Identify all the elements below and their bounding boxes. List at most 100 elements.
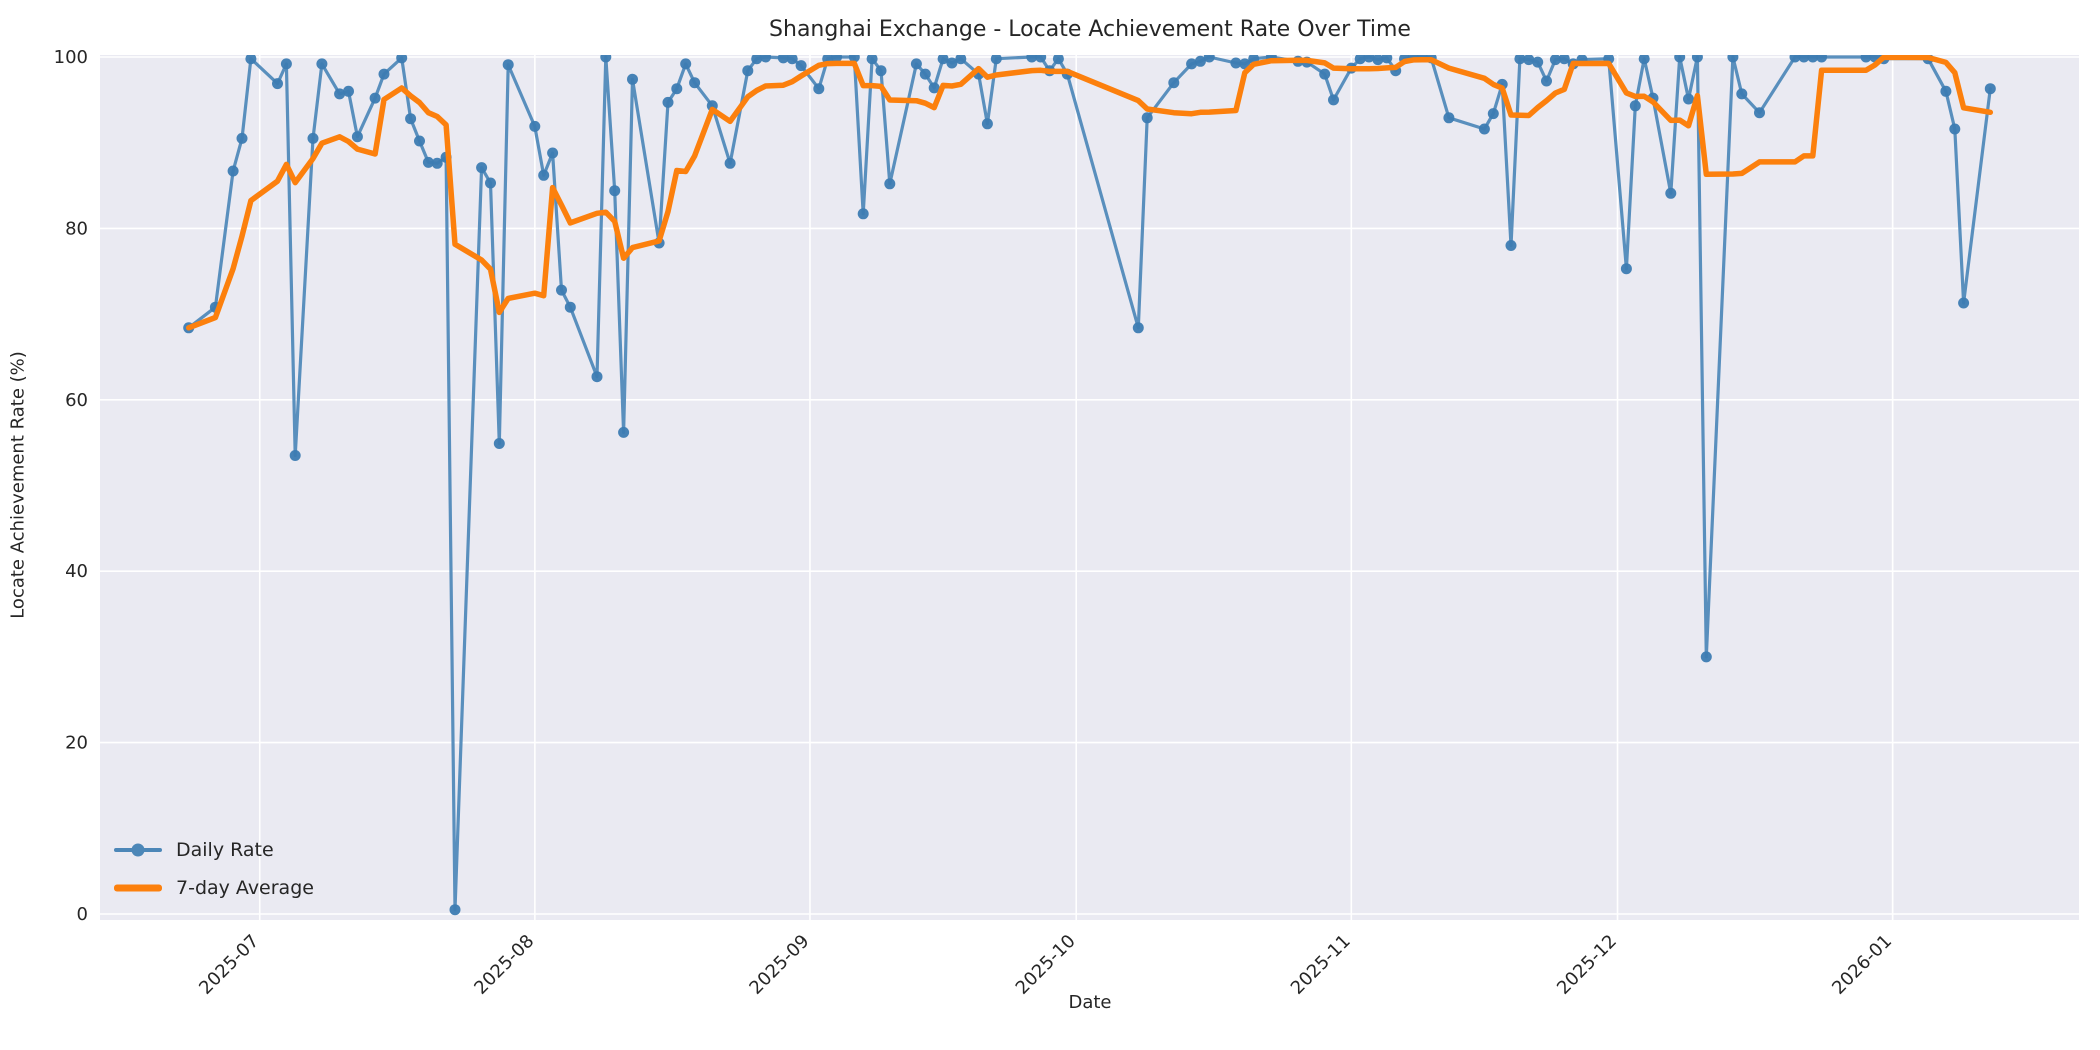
daily-rate-marker xyxy=(955,55,967,65)
daily-rate-marker xyxy=(378,68,390,80)
daily-rate-marker xyxy=(689,77,701,89)
daily-rate-marker xyxy=(724,157,736,169)
legend-label-7-day-average: 7-day Average xyxy=(176,877,314,899)
daily-rate-marker xyxy=(316,58,328,70)
daily-rate-marker xyxy=(875,65,887,77)
daily-rate-marker xyxy=(1203,55,1215,63)
daily-rate-marker xyxy=(1168,77,1180,89)
daily-rate-marker xyxy=(414,135,425,147)
y-tick-label: 0 xyxy=(77,904,88,925)
daily-rate-marker xyxy=(1549,55,1561,66)
x-tick-label: 2026-01 xyxy=(1828,931,1896,999)
x-tick-label: 2025-08 xyxy=(470,931,538,999)
daily-rate-marker xyxy=(928,82,940,94)
daily-rate-marker xyxy=(449,904,461,916)
daily-rate-marker xyxy=(334,88,346,100)
daily-rate-marker xyxy=(1683,93,1694,105)
daily-rate-marker xyxy=(591,371,603,383)
daily-rate-marker xyxy=(910,58,922,70)
daily-rate-marker xyxy=(1532,56,1544,68)
daily-rate-marker xyxy=(919,68,931,80)
daily-rate-marker xyxy=(369,92,381,104)
daily-rate-marker xyxy=(280,58,292,70)
daily-rate-marker xyxy=(556,284,567,296)
daily-rate-marker xyxy=(1443,112,1455,124)
daily-rate-marker xyxy=(1620,263,1632,275)
daily-rate-marker xyxy=(1816,55,1828,63)
daily-rate-marker xyxy=(1478,123,1490,135)
chart-title: Shanghai Exchange - Locate Achievement R… xyxy=(769,17,1411,42)
daily-rate-marker xyxy=(1665,187,1677,199)
x-tick-label: 2025-07 xyxy=(195,931,263,999)
daily-rate-marker xyxy=(1736,88,1748,100)
y-tick-label: 60 xyxy=(65,390,88,411)
daily-rate-marker xyxy=(485,177,496,189)
daily-rate-marker xyxy=(307,132,319,144)
x-axis-title: Date xyxy=(1068,992,1112,1013)
daily-rate-marker xyxy=(609,185,621,197)
daily-rate-marker xyxy=(831,55,843,63)
x-tick-label: 2025-11 xyxy=(1287,931,1355,999)
daily-rate-marker xyxy=(981,118,993,130)
daily-rate-marker xyxy=(857,208,869,220)
y-tick-label: 20 xyxy=(65,733,88,754)
daily-rate-marker xyxy=(1949,123,1961,135)
daily-rate-marker xyxy=(1541,75,1552,87)
daily-rate-marker xyxy=(1984,83,1996,95)
seven-day-average-line-sample-icon xyxy=(114,874,162,902)
daily-rate-marker xyxy=(1789,55,1801,63)
daily-rate-marker xyxy=(343,85,354,97)
daily-rate-marker xyxy=(777,55,789,64)
daily-rate-marker xyxy=(1372,55,1384,66)
legend: Daily Rate 7-day Average xyxy=(114,836,314,902)
daily-rate-marker xyxy=(1523,55,1535,66)
daily-rate-marker xyxy=(396,55,408,64)
daily-rate-marker xyxy=(1958,297,1970,309)
daily-rate-marker xyxy=(1354,55,1366,65)
y-axis-title: Locate Achievement Rate (%) xyxy=(7,351,29,619)
daily-rate-marker xyxy=(813,83,825,95)
daily-rate-marker xyxy=(1319,68,1331,80)
daily-rate-marker xyxy=(884,178,896,190)
daily-rate-marker xyxy=(1186,58,1198,70)
legend-label-daily-rate: Daily Rate xyxy=(176,839,274,861)
daily-rate-marker xyxy=(1674,55,1686,63)
daily-rate-marker xyxy=(431,157,443,169)
daily-rate-marker xyxy=(476,162,488,174)
daily-rate-marker xyxy=(1727,55,1739,63)
daily-rate-marker xyxy=(1487,108,1499,120)
daily-rate-marker xyxy=(351,131,363,143)
daily-rate-marker xyxy=(671,83,683,95)
daily-rate-marker xyxy=(600,55,612,63)
daily-rate-marker xyxy=(990,55,1002,65)
daily-rate-marker xyxy=(1230,57,1242,69)
daily-rate-marker xyxy=(1141,112,1153,124)
daily-rate-marker xyxy=(662,96,674,108)
daily-rate-marker xyxy=(742,65,754,77)
daily-rate-marker xyxy=(1798,55,1810,63)
daily-rate-marker xyxy=(680,58,692,70)
daily-rate-marker xyxy=(1807,55,1819,63)
daily-rate-marker xyxy=(1691,55,1703,63)
daily-rate-marker xyxy=(1514,55,1526,65)
daily-rate-marker xyxy=(289,450,301,461)
daily-rate-marker xyxy=(493,438,505,449)
daily-rate-marker xyxy=(848,55,860,63)
daily-rate-marker xyxy=(1638,55,1650,65)
legend-entry-daily-rate: Daily Rate xyxy=(114,836,314,864)
x-tick-label: 2025-12 xyxy=(1553,931,1621,999)
daily-rate-marker xyxy=(937,55,949,65)
daily-rate-marker xyxy=(866,55,878,65)
daily-rate-marker xyxy=(1363,55,1375,63)
seven-day-average-line xyxy=(185,55,1994,331)
daily-rate-marker xyxy=(1505,240,1517,251)
daily-rate-marker xyxy=(1381,55,1393,64)
x-tick-label: 2025-10 xyxy=(1012,931,1080,999)
daily-rate-marker xyxy=(795,60,807,72)
daily-rate-marker xyxy=(946,57,958,69)
daily-rate-marker xyxy=(272,78,283,90)
daily-rate-marker xyxy=(751,55,763,65)
daily-rate-marker xyxy=(529,120,541,132)
